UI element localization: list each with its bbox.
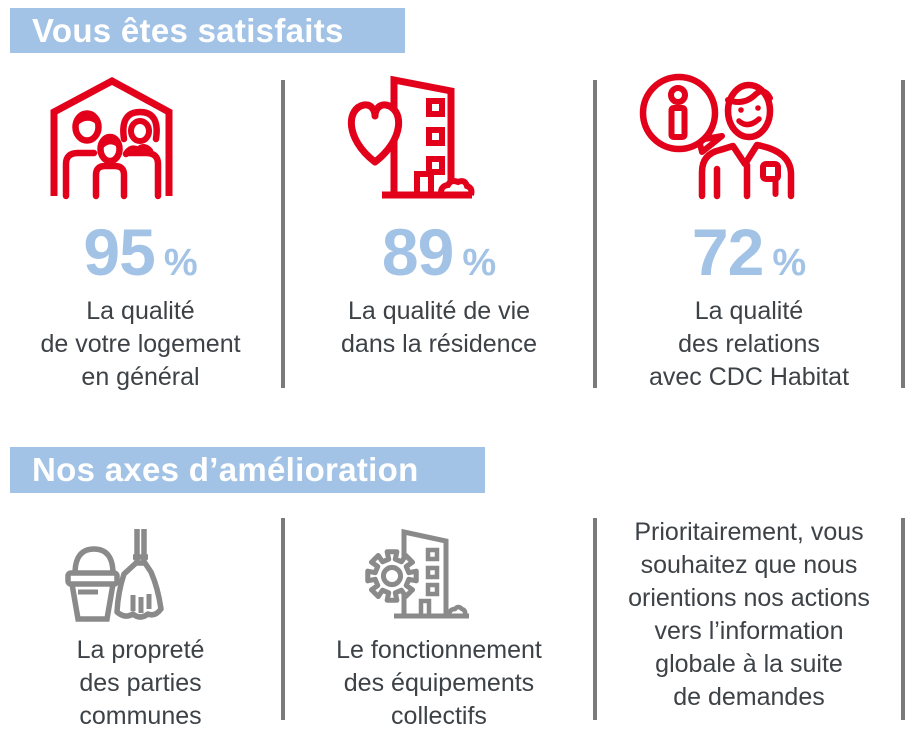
column-divider — [901, 80, 905, 388]
stat-number: 89 — [381, 215, 454, 289]
section-header-label: Nos axes d’amélioration — [32, 451, 419, 488]
section-header-label: Vous êtes satisfaits — [32, 12, 344, 49]
stat-card-relations: 72 % La qualité des relations avec CDC H… — [597, 60, 901, 394]
stat-card-vie-residence: 89 % La qualité de vie dans la résidence — [285, 60, 593, 361]
improvement-row: La propreté des parties communes — [0, 500, 912, 737]
bucket-broom-icon — [41, 516, 241, 628]
improvement-card-information: Prioritairement, vous souhaitez que nous… — [597, 500, 901, 714]
column-divider — [281, 518, 285, 720]
stat-number: 72 — [691, 215, 764, 289]
stat-unit: % — [772, 242, 807, 284]
stat-unit: % — [462, 242, 497, 284]
stat-value: 89 % — [381, 215, 497, 289]
stat-value: 95 % — [83, 215, 198, 289]
improvement-caption: Le fonctionnement des équipements collec… — [336, 636, 542, 730]
column-divider — [593, 80, 597, 388]
family-in-house-icon — [16, 68, 266, 218]
section-header-satisfaction: Vous êtes satisfaits — [10, 8, 405, 53]
improvement-card-proprete: La propreté des parties communes — [0, 500, 281, 733]
stat-card-logement: 95 % La qualité de votre logement en gén… — [0, 60, 281, 394]
section-header-improvement: Nos axes d’amélioration — [10, 447, 485, 493]
stat-number: 95 — [83, 215, 155, 289]
column-divider — [901, 518, 905, 720]
satisfaction-row: 95 % La qualité de votre logement en gén… — [0, 60, 912, 395]
improvement-card-equipements: Le fonctionnement des équipements collec… — [285, 500, 593, 733]
column-divider — [281, 80, 285, 388]
stat-value: 72 % — [691, 215, 807, 289]
stat-caption: La qualité de vie dans la résidence — [341, 297, 537, 358]
stat-caption: La qualité des relations avec CDC Habita… — [648, 297, 850, 391]
stat-caption: La qualité de votre logement en général — [40, 297, 241, 391]
improvement-caption: La propreté des parties communes — [76, 636, 205, 730]
improvement-paragraph: Prioritairement, vous souhaitez que nous… — [628, 518, 870, 711]
column-divider — [593, 518, 597, 720]
gear-building-icon — [339, 516, 539, 628]
heart-building-icon — [314, 68, 564, 218]
info-bubble-person-icon — [624, 68, 874, 218]
stat-unit: % — [163, 242, 198, 284]
